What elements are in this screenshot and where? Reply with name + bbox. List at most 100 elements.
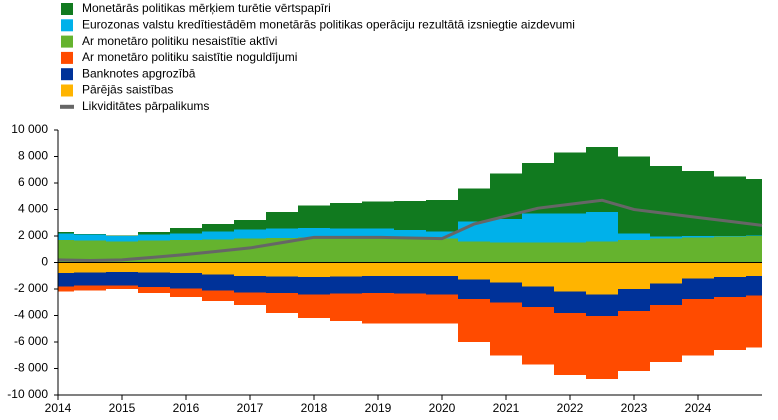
bar-segment bbox=[458, 241, 490, 263]
bar-segment bbox=[554, 213, 586, 243]
legend-label: Eurozonas valstu kredītiestādēm monetārā… bbox=[82, 17, 575, 31]
bar-segment bbox=[266, 228, 298, 238]
x-tick-label: 2015 bbox=[109, 401, 136, 415]
bar-segment bbox=[522, 262, 554, 287]
bar-segment bbox=[330, 228, 362, 238]
bar-segment bbox=[106, 285, 138, 289]
bar-segment bbox=[298, 237, 330, 263]
bar-segment bbox=[106, 262, 138, 272]
bar-segment bbox=[234, 220, 266, 230]
bar-segment bbox=[58, 273, 74, 287]
bar-segment bbox=[522, 213, 554, 243]
bar-segment bbox=[554, 291, 586, 313]
bar-segment bbox=[682, 262, 714, 279]
legend-swatch bbox=[61, 84, 73, 97]
bar-segment bbox=[170, 233, 202, 240]
bar-segment bbox=[202, 290, 234, 301]
bar-segment bbox=[458, 298, 490, 342]
bar-segment bbox=[554, 312, 586, 376]
bar-segment bbox=[106, 235, 138, 236]
bar-segment bbox=[618, 289, 650, 311]
bar-segment bbox=[74, 262, 106, 273]
bar-segment bbox=[138, 262, 170, 273]
legend-label: Pārējās saistības bbox=[82, 83, 173, 97]
bar-segment bbox=[362, 292, 394, 324]
bar-segment bbox=[266, 212, 298, 229]
x-tick-label: 2024 bbox=[685, 401, 712, 415]
bar-segment bbox=[650, 238, 682, 263]
bar-segment bbox=[490, 282, 522, 303]
bar-segment bbox=[618, 233, 650, 240]
bar-segment bbox=[458, 262, 490, 280]
bar-segment bbox=[58, 286, 74, 292]
bar-segment bbox=[490, 302, 522, 356]
bar-segment bbox=[714, 277, 746, 297]
bar-segment bbox=[618, 239, 650, 263]
y-tick-label: 2 000 bbox=[18, 228, 48, 242]
bar-segment bbox=[58, 232, 74, 234]
bar-segment bbox=[394, 230, 426, 238]
y-tick-label: 6 000 bbox=[18, 175, 48, 189]
bar-segment bbox=[682, 298, 714, 356]
bar-segment bbox=[170, 288, 202, 297]
y-tick-label: -4 000 bbox=[14, 308, 48, 322]
bar-segment bbox=[714, 236, 746, 263]
bar-segment bbox=[362, 201, 394, 229]
bar-segment bbox=[522, 306, 554, 365]
bar-segment bbox=[74, 234, 106, 235]
bar-segment bbox=[682, 237, 714, 263]
bar-segment bbox=[490, 218, 522, 243]
bar-segment bbox=[74, 234, 106, 241]
bar-segment bbox=[234, 229, 266, 239]
x-tick-label: 2020 bbox=[429, 401, 456, 415]
bar-segment bbox=[426, 275, 458, 295]
y-tick-label: -6 000 bbox=[14, 334, 48, 348]
bar-segment bbox=[202, 274, 234, 291]
legend-swatch bbox=[61, 3, 73, 15]
bar-segment bbox=[298, 228, 330, 238]
bar-segment bbox=[650, 283, 682, 305]
bar-segment bbox=[746, 275, 762, 296]
bar-segment bbox=[746, 262, 762, 276]
bar-segment bbox=[362, 275, 394, 293]
x-tick-label: 2017 bbox=[237, 401, 264, 415]
legend-label: Ar monetāro politiku nesaistītie aktīvi bbox=[82, 34, 277, 48]
bar-segment bbox=[234, 262, 266, 276]
bar-segment bbox=[490, 262, 522, 283]
bar-segment bbox=[266, 262, 298, 277]
bar-segment bbox=[426, 231, 458, 239]
bar-segment bbox=[586, 241, 618, 263]
bar-segment bbox=[138, 234, 170, 241]
bar-segment bbox=[170, 273, 202, 289]
bar-segment bbox=[394, 275, 426, 294]
bar-segment bbox=[714, 236, 746, 237]
bar-segment bbox=[394, 293, 426, 324]
bar-segment bbox=[714, 262, 746, 278]
x-tick-label: 2018 bbox=[301, 401, 328, 415]
bar-segment bbox=[106, 271, 138, 286]
bar-segment bbox=[266, 276, 298, 293]
bar-segment bbox=[458, 279, 490, 299]
legend-swatch bbox=[61, 19, 73, 32]
bar-segment bbox=[74, 272, 106, 286]
x-tick-label: 2019 bbox=[365, 401, 392, 415]
bar-segment bbox=[650, 236, 682, 239]
bar-segment bbox=[586, 316, 618, 380]
bar-segment bbox=[170, 228, 202, 234]
bar-segment bbox=[138, 272, 170, 288]
bar-segment bbox=[522, 242, 554, 263]
bar-segment bbox=[202, 231, 234, 240]
bar-segment bbox=[618, 310, 650, 372]
x-tick-label: 2021 bbox=[493, 401, 520, 415]
bar-segment bbox=[426, 262, 458, 276]
bar-segment bbox=[266, 292, 298, 313]
bar-segment bbox=[586, 294, 618, 317]
bar-segment bbox=[298, 277, 330, 295]
bar-segment bbox=[490, 242, 522, 263]
bar-segment bbox=[554, 242, 586, 263]
bar-segment bbox=[522, 286, 554, 307]
bar-segment bbox=[170, 239, 202, 263]
legend-label: Monetārās politikas mērķiem turētie vērt… bbox=[82, 1, 331, 15]
bar-segment bbox=[458, 188, 490, 222]
